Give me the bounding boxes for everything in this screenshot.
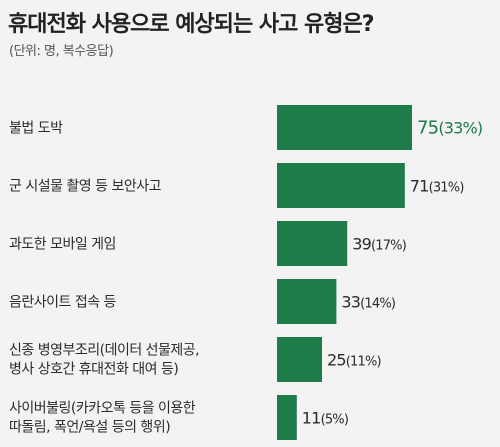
bar-5 bbox=[277, 337, 322, 382]
category-label-1: 불법 도박 bbox=[9, 121, 63, 137]
value-label-1: 75(33%) bbox=[417, 118, 482, 139]
bar-2 bbox=[277, 163, 405, 208]
bar-4 bbox=[277, 279, 337, 324]
bar-3 bbox=[277, 221, 348, 266]
value-label-2: 71(31%) bbox=[410, 177, 464, 196]
category-label-6-line-2: 따돌림, 폭언/욕설 등의 행위) bbox=[9, 420, 170, 436]
chart-title: 휴대전화 사용으로 예상되는 사고 유형은? bbox=[8, 12, 374, 37]
category-label-5-line-1: 신종 병영부조리(데이터 선물제공, bbox=[9, 343, 199, 359]
value-label-3: 39(17%) bbox=[352, 235, 406, 254]
value-label-6: 11(5%) bbox=[302, 409, 348, 428]
bar-6 bbox=[277, 395, 297, 440]
category-label-4: 음란사이트 접속 등 bbox=[9, 295, 117, 311]
value-label-4: 33(14%) bbox=[341, 293, 395, 312]
bar-1 bbox=[277, 105, 412, 150]
category-label-5-line-2: 병사 상호간 휴대전화 대여 등) bbox=[9, 362, 178, 378]
category-label-3: 과도한 모바일 게임 bbox=[9, 237, 116, 253]
chart-subtitle: (단위: 명, 복수응답) bbox=[9, 44, 114, 59]
category-label-6-line-1: 사이버불링(카카오톡 등을 이용한 bbox=[9, 401, 196, 417]
value-label-5: 25(11%) bbox=[327, 351, 381, 370]
category-label-2: 군 시설물 촬영 등 보안사고 bbox=[9, 179, 162, 195]
